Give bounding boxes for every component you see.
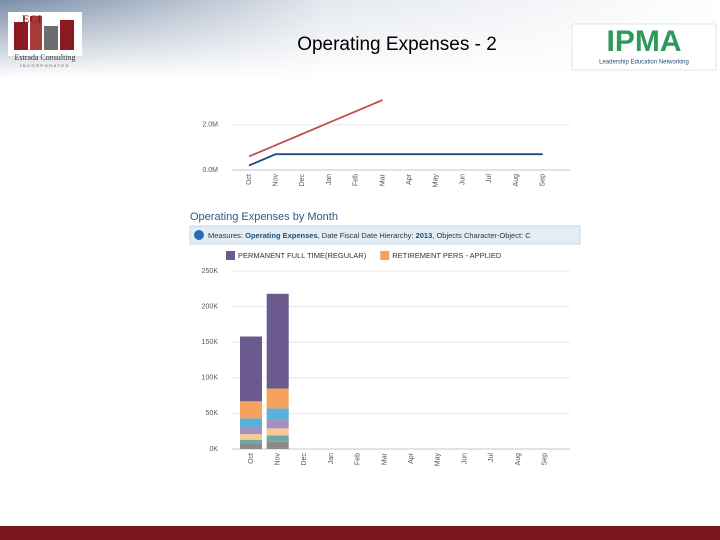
x-tick-label: Jan <box>326 174 333 185</box>
bar-segment <box>266 388 289 409</box>
x-tick-label: May <box>435 453 442 467</box>
info-segment: , Date Fiscal Date Hierarchy: <box>318 231 416 240</box>
bar-segment <box>266 435 289 442</box>
chart-title: Operating Expenses by Month <box>190 211 338 223</box>
x-tick-label: Apr <box>408 452 415 464</box>
legend-swatch <box>226 251 235 260</box>
info-icon <box>194 230 204 240</box>
y-tick-label: 250K <box>202 268 219 275</box>
x-tick-label: Nov <box>275 453 282 466</box>
info-bar <box>189 225 581 245</box>
logo-mark: ECI <box>22 14 42 26</box>
x-tick-label: Feb <box>355 453 362 465</box>
bar-segment <box>266 408 289 420</box>
logo-name: Estrada Consulting <box>14 53 75 62</box>
info-segment: 2013 <box>416 231 433 240</box>
x-tick-label: Oct <box>246 174 253 185</box>
y-tick-label: 50K <box>206 410 219 417</box>
x-tick-label: Sep <box>540 174 547 187</box>
x-tick-label: Nov <box>273 174 280 187</box>
x-tick-label: Jul <box>488 453 495 462</box>
x-tick-label: Jun <box>459 174 466 185</box>
x-tick-label: Jun <box>461 453 468 464</box>
logo-building <box>60 20 74 50</box>
x-tick-label: Apr <box>406 173 413 185</box>
bar-segment <box>240 434 262 440</box>
x-tick-label: Aug <box>513 174 520 187</box>
right-logo: IPMA Leadership Education Networking <box>571 23 717 71</box>
bar-segment <box>240 444 262 449</box>
x-tick-label: Aug <box>515 453 522 466</box>
x-tick-label: Jan <box>328 453 335 464</box>
y-tick-label: 100K <box>202 375 219 382</box>
legend-swatch <box>380 251 390 260</box>
x-tick-label: Dec <box>301 453 308 466</box>
info-segment: Measures: <box>208 231 245 240</box>
y-tick-label: 200K <box>202 303 219 310</box>
bar-segment <box>240 439 262 445</box>
x-tick-label: Feb <box>353 174 360 186</box>
bar-segment <box>240 336 262 402</box>
y-tick-label: 2.0M <box>202 122 218 129</box>
line-series <box>248 99 383 158</box>
logo-tagline: Leadership Education Networking <box>599 60 689 66</box>
x-tick-label: Mar <box>381 452 388 465</box>
info-segment: , Objects Character-Object: C <box>432 231 531 240</box>
bar-segment <box>266 428 289 436</box>
y-tick-label: 150K <box>202 339 219 346</box>
info-text: Measures: Operating Expenses, Date Fisca… <box>208 231 531 240</box>
x-tick-label: Dec <box>299 174 306 187</box>
logo-building <box>14 22 28 50</box>
logo-tagline: INCORPORATED <box>20 63 70 68</box>
y-tick-label: 0.0M <box>202 167 218 174</box>
bar-segment <box>266 419 289 429</box>
line-series <box>248 153 543 167</box>
bar-segment <box>266 293 289 389</box>
bar-segment <box>240 401 262 419</box>
x-tick-label: Mar <box>379 173 386 186</box>
x-tick-label: Oct <box>248 453 255 464</box>
legend-label: RETIREMENT PERS - APPLIED <box>392 251 502 260</box>
bar-segment <box>240 426 262 435</box>
bar-segment <box>266 441 289 449</box>
logo-building <box>30 16 42 50</box>
logo-mark: IPMA <box>607 25 682 58</box>
y-tick-label: 0K <box>209 446 218 453</box>
bar-segment <box>240 418 262 427</box>
logo-box <box>571 23 717 71</box>
left-logo: ECI Estrada Consulting INCORPORATED <box>8 12 82 68</box>
x-tick-label: May <box>433 174 440 188</box>
logo-building <box>44 26 58 50</box>
x-tick-label: Jul <box>486 174 493 183</box>
legend-label: PERMANENT FULL TIME(REGULAR) <box>238 251 367 260</box>
slide-title: Operating Expenses - 2 <box>297 34 497 55</box>
footer-bar <box>0 526 720 540</box>
x-tick-label: Sep <box>542 453 549 466</box>
info-segment: Operating Expenses <box>245 231 318 240</box>
